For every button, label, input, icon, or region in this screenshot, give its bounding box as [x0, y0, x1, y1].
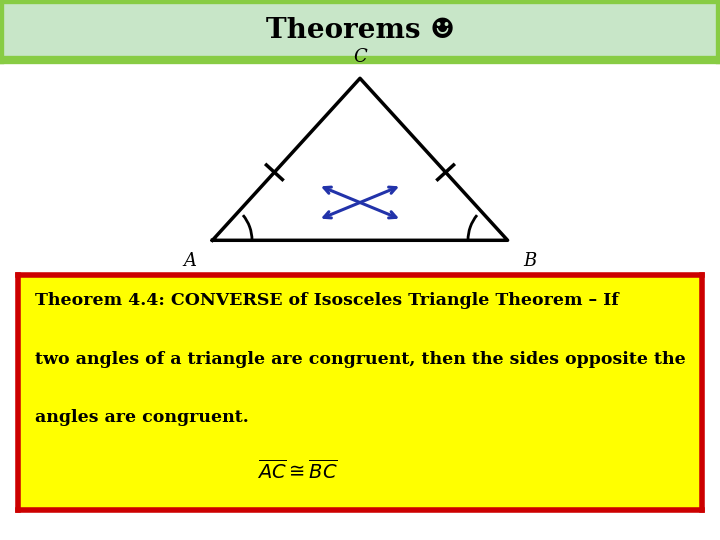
Text: Theorem 4.4: CONVERSE of Isosceles Triangle Theorem – If: Theorem 4.4: CONVERSE of Isosceles Trian… — [35, 292, 619, 309]
Text: Theorems ☻: Theorems ☻ — [266, 17, 454, 44]
Text: angles are congruent.: angles are congruent. — [35, 409, 249, 426]
Text: B: B — [523, 252, 536, 270]
Text: A: A — [184, 252, 197, 270]
Text: C: C — [353, 49, 367, 66]
Text: $\overline{AC} \cong \overline{BC}$: $\overline{AC} \cong \overline{BC}$ — [258, 458, 338, 482]
Text: two angles of a triangle are congruent, then the sides opposite the: two angles of a triangle are congruent, … — [35, 350, 686, 368]
